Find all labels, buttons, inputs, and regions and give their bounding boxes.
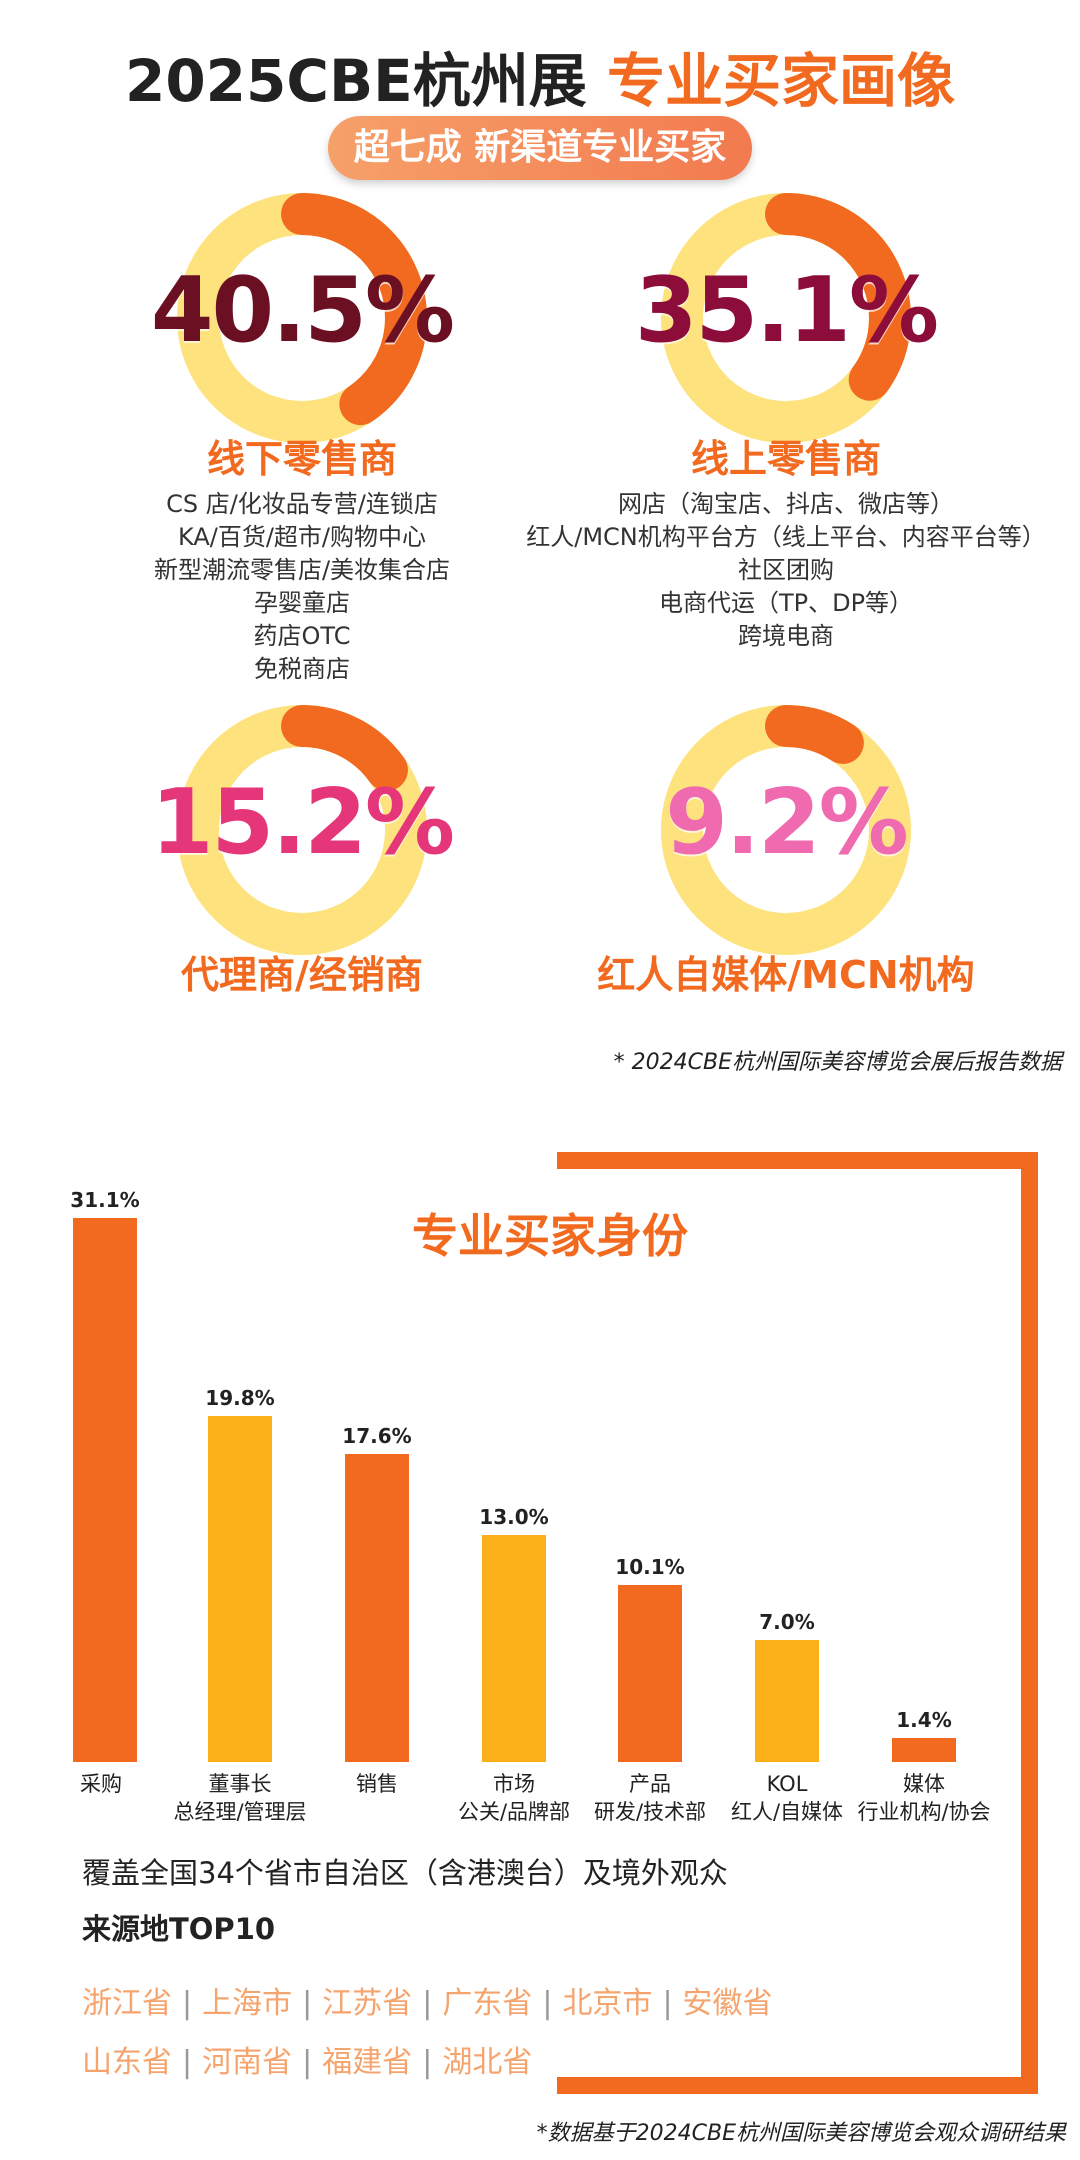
detail-line: 红人/MCN机构平台方（线上平台、内容平台等） xyxy=(526,523,1046,551)
region-separator: | xyxy=(182,1986,193,2021)
bar-value-label: 31.1% xyxy=(70,1187,140,1212)
category-online: 线上零售商 xyxy=(690,437,881,481)
detail-line: 跨境电商 xyxy=(738,622,834,650)
percent-mcn: 9.2% xyxy=(665,770,909,875)
category-label: 销售 xyxy=(297,1770,457,1798)
category-label-line: 研发/技术部 xyxy=(593,1800,707,1824)
donut-online xyxy=(656,188,916,448)
bar-value-label: 19.8% xyxy=(205,1385,275,1410)
region-item: 北京市 xyxy=(562,1986,653,2021)
frame-bottom xyxy=(557,2077,1038,2094)
category-label-line: 行业机构/协会 xyxy=(857,1800,991,1824)
regions-row-1: 浙江省 | 上海市 | 江苏省 | 广东省 | 北京市 | 安徽省 xyxy=(82,1978,773,2022)
percent-offline: 40.5% xyxy=(150,258,455,363)
region-item: 安徽省 xyxy=(682,1986,773,2021)
category-label-line: KOL xyxy=(766,1772,808,1796)
region-separator: | xyxy=(302,1986,313,2021)
coverage-text: 覆盖全国34个省市自治区（含港澳台）及境外观众 xyxy=(82,1856,728,1890)
frame-top xyxy=(557,1152,1038,1169)
page-title: 2025CBE杭州展 专业买家画像 xyxy=(0,34,1080,118)
donut-ring-agent xyxy=(177,705,427,955)
highlight-pill: 超七成 新渠道专业买家 xyxy=(328,116,752,180)
regions-row-2: 山东省 | 河南省 | 福建省 | 湖北省 xyxy=(82,2037,532,2081)
percent-agent: 15.2% xyxy=(150,770,455,875)
donut-ring-mcn xyxy=(661,705,911,955)
detail-line: 网店（淘宝店、抖店、微店等） xyxy=(618,490,954,518)
donut-ring-online xyxy=(661,193,911,443)
bar-value-label: 10.1% xyxy=(615,1555,685,1580)
bar xyxy=(482,1534,546,1762)
details-offline: CS 店/化妆品专营/连锁店 KA/百货/超市/购物中心 新型潮流零售店/美妆集… xyxy=(12,488,592,686)
region-item: 浙江省 xyxy=(82,1986,172,2021)
donut-agent xyxy=(172,700,432,960)
category-label-line: 采购 xyxy=(80,1772,122,1796)
source-note-bottom: *数据基于2024CBE杭州国际美容博览会观众调研结果 xyxy=(536,2121,1066,2146)
detail-line: CS 店/化妆品专营/连锁店 xyxy=(166,490,438,518)
region-item: 江苏省 xyxy=(322,1986,413,2021)
region-item: 福建省 xyxy=(322,2045,413,2080)
category-label-line: 媒体 xyxy=(903,1772,945,1796)
category-label: 董事长总经理/管理层 xyxy=(160,1770,320,1826)
bar xyxy=(755,1639,819,1762)
bar-value-label: 7.0% xyxy=(759,1609,815,1634)
region-separator: | xyxy=(302,2045,313,2080)
category-label-line: 销售 xyxy=(356,1772,398,1796)
region-separator: | xyxy=(542,1986,553,2021)
bar xyxy=(208,1415,272,1762)
ring-share-arc xyxy=(661,193,911,443)
region-separator: | xyxy=(422,2045,433,2080)
title-accent: 专业买家画像 xyxy=(607,47,956,115)
category-label: 产品研发/技术部 xyxy=(570,1770,730,1826)
category-label-line: 产品 xyxy=(629,1772,671,1796)
category-agent: 代理商/经销商 xyxy=(181,953,423,997)
detail-line: 新型潮流零售店/美妆集合店 xyxy=(153,556,451,584)
region-item: 广东省 xyxy=(442,1986,533,2021)
donut-mcn xyxy=(656,700,916,960)
region-item: 上海市 xyxy=(202,1986,293,2021)
region-separator: | xyxy=(422,1986,433,2021)
region-item: 河南省 xyxy=(202,2045,293,2080)
bar xyxy=(73,1217,137,1762)
bar xyxy=(345,1454,409,1762)
donut-offline xyxy=(172,188,432,448)
details-online: 网店（淘宝店、抖店、微店等） 红人/MCN机构平台方（线上平台、内容平台等） 社… xyxy=(496,488,1076,653)
bar-value-label: 1.4% xyxy=(896,1707,952,1732)
title-main: 2025CBE杭州展 xyxy=(124,47,587,115)
chart-title: 专业买家身份 xyxy=(412,1209,688,1263)
category-label-line: 公关/品牌部 xyxy=(457,1800,571,1824)
region-separator: | xyxy=(662,1986,673,2021)
ring-share-arc xyxy=(661,705,911,955)
category-label: 市场公关/品牌部 xyxy=(434,1770,594,1826)
frame-right xyxy=(1021,1152,1038,2094)
ring-share-arc xyxy=(177,193,427,443)
category-label: 采购 xyxy=(21,1770,181,1798)
bar-value-label: 17.6% xyxy=(342,1424,412,1448)
category-label-line: 市场 xyxy=(493,1772,535,1796)
category-offline: 线下零售商 xyxy=(206,437,397,481)
top10-label: 来源地TOP10 xyxy=(82,1912,276,1946)
ring-share-arc xyxy=(177,705,427,955)
detail-line: 孕婴童店 xyxy=(254,589,350,617)
bar-value-label: 13.0% xyxy=(479,1504,549,1529)
detail-line: KA/百货/超市/购物中心 xyxy=(178,523,426,551)
detail-line: 免税商店 xyxy=(254,655,350,683)
category-label-line: 董事长 xyxy=(208,1772,272,1796)
donut-ring-offline xyxy=(177,193,427,443)
percent-online: 35.1% xyxy=(634,258,939,363)
category-mcn: 红人自媒体/MCN机构 xyxy=(597,953,975,997)
detail-line: 电商代运（TP、DP等） xyxy=(658,589,914,617)
bar xyxy=(618,1585,682,1762)
region-separator: | xyxy=(182,2045,193,2080)
source-note-top: * 2024CBE杭州国际美容博览会展后报告数据 xyxy=(613,1050,1062,1075)
bar xyxy=(892,1737,956,1762)
detail-line: 药店OTC xyxy=(253,622,351,650)
category-label: KOL 红人/自媒体 xyxy=(707,1770,867,1826)
region-item: 湖北省 xyxy=(442,2045,533,2080)
category-label-line: 红人/自媒体 xyxy=(730,1800,844,1824)
category-label-line: 总经理/管理层 xyxy=(173,1800,307,1824)
category-label: 媒体行业机构/协会 xyxy=(844,1770,1004,1826)
detail-line: 社区团购 xyxy=(738,556,834,584)
region-item: 山东省 xyxy=(82,2045,172,2080)
